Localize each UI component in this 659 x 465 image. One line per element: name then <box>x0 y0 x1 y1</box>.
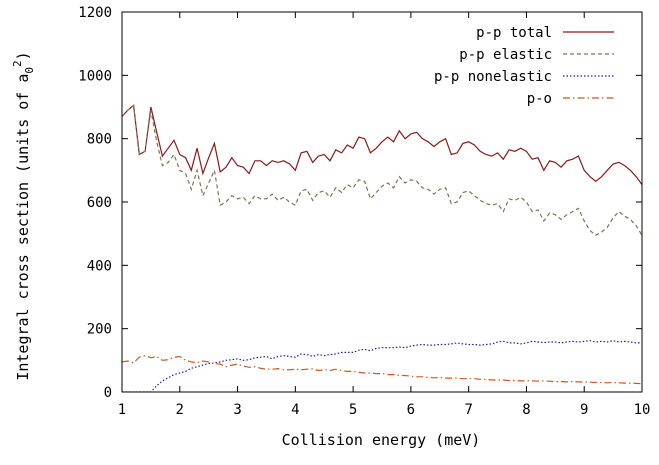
x-axis-title: Collision energy (meV) <box>282 431 481 449</box>
y-axis-title-sup: 2 <box>11 60 24 67</box>
x-tick-label: 7 <box>464 402 472 418</box>
y-axis-title-sub: 0 <box>23 67 36 74</box>
y-tick-label: 600 <box>87 195 112 211</box>
series-line-p-p-elastic <box>122 104 642 237</box>
y-axis-title: Integral cross section (units of a02) <box>11 51 36 380</box>
legend-label: p-p total <box>476 25 552 41</box>
legend: p-p total p-p elastic p-p nonelastic p-o <box>434 25 614 107</box>
svg-text:Integral cross section (units: Integral cross section (units of a02) <box>11 51 36 380</box>
x-tick-label: 1 <box>118 402 126 418</box>
y-tick-label: 800 <box>87 132 112 148</box>
y-tick-label: 1000 <box>78 68 112 84</box>
y-axis-title-close: ) <box>14 51 32 60</box>
x-tick-label: 3 <box>233 402 241 418</box>
y-tick-label: 200 <box>87 322 112 338</box>
plot-frame <box>121 11 643 393</box>
x-tick-label: 6 <box>407 402 415 418</box>
legend-label: p-p elastic <box>459 47 552 63</box>
y-axis-title-main: Integral cross section (units of a <box>14 74 32 381</box>
series-layer <box>122 104 642 392</box>
x-tick-label: 10 <box>634 402 651 418</box>
series-line-p-p-nonelastic <box>122 340 642 392</box>
x-tick-label: 9 <box>580 402 588 418</box>
x-tick-label: 4 <box>291 402 299 418</box>
series-line-p-o <box>122 354 642 385</box>
x-tick-label: 5 <box>349 402 357 418</box>
series-line-p-p-total <box>122 104 642 185</box>
x-tick-label: 2 <box>176 402 184 418</box>
y-tick-label: 1200 <box>78 5 112 21</box>
y-tick-label: 0 <box>104 385 112 401</box>
y-tick-label: 400 <box>87 258 112 274</box>
x-tick-label: 8 <box>522 402 530 418</box>
legend-label: p-p nonelastic <box>434 69 552 85</box>
legend-label: p-o <box>527 91 552 107</box>
axis-layer: 1 2 3 4 5 6 7 8 9 10 0 200 400 600 800 1000 1200 <box>78 5 650 418</box>
